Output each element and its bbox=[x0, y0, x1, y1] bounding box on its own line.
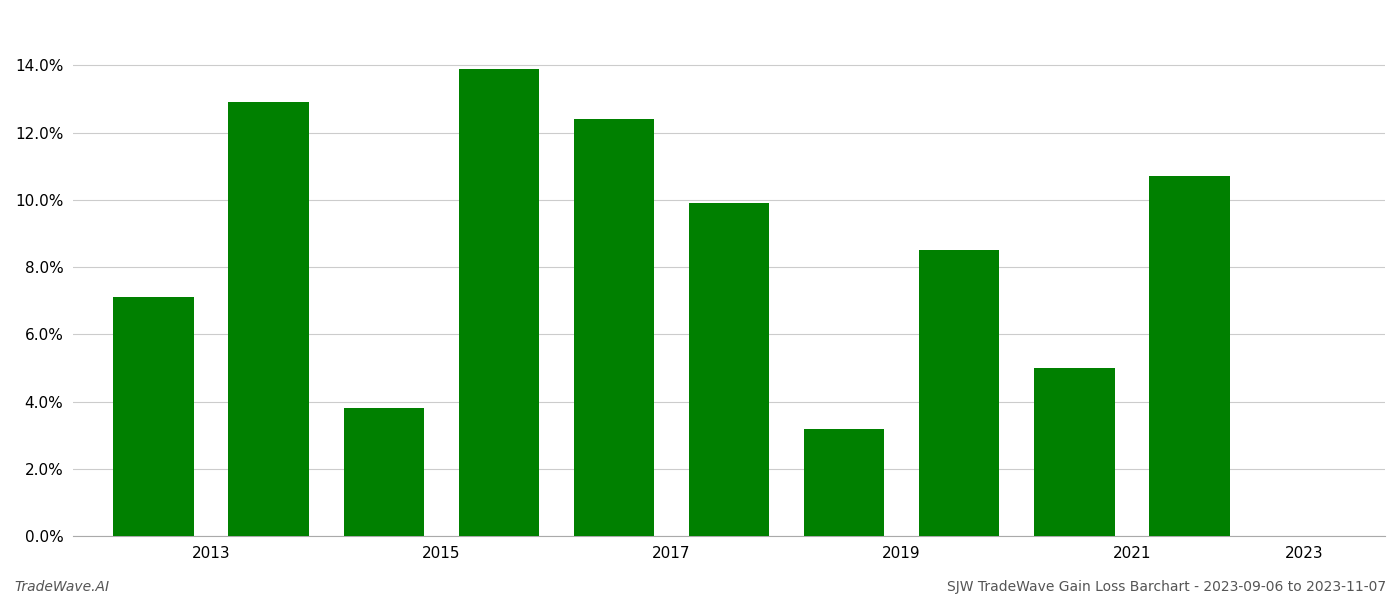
Bar bbox=[1035, 368, 1114, 536]
Bar bbox=[113, 298, 195, 536]
Text: SJW TradeWave Gain Loss Barchart - 2023-09-06 to 2023-11-07: SJW TradeWave Gain Loss Barchart - 2023-… bbox=[946, 580, 1386, 594]
Bar bbox=[228, 103, 309, 536]
Bar bbox=[804, 428, 885, 536]
Bar bbox=[918, 250, 1000, 536]
Bar bbox=[343, 409, 424, 536]
Bar bbox=[689, 203, 770, 536]
Bar bbox=[459, 69, 539, 536]
Bar bbox=[1149, 176, 1229, 536]
Text: TradeWave.AI: TradeWave.AI bbox=[14, 580, 109, 594]
Bar bbox=[574, 119, 654, 536]
